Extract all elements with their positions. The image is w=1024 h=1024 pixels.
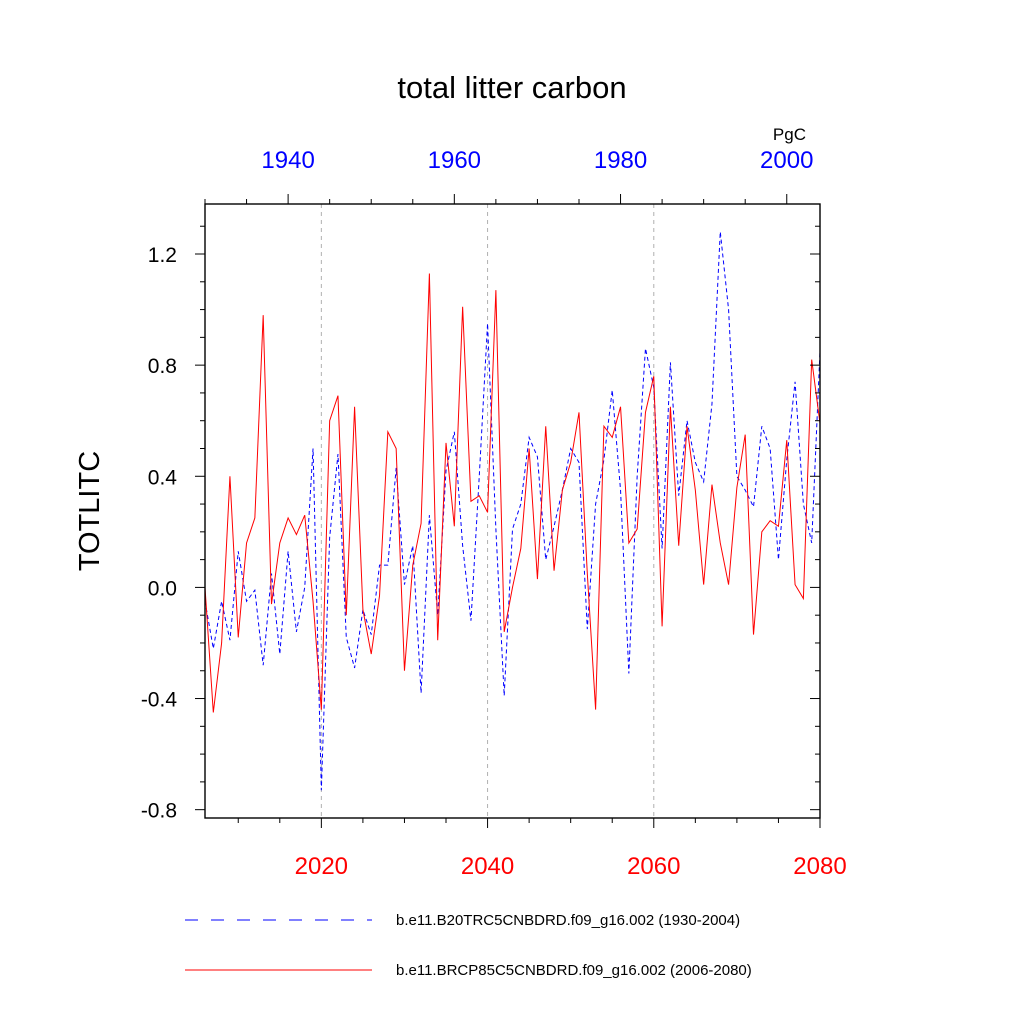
x-tick-label-bottom: 2040 [461,853,514,880]
x-tick-label-top: 1960 [428,147,481,174]
x-tick-label-bottom: 2020 [295,853,348,880]
units-label: PgC [773,125,806,144]
series-layer [204,231,821,791]
x-tick-label-bottom: 2080 [793,853,846,880]
y-tick-label: 0.0 [148,577,177,600]
y-tick-label: 1.2 [148,244,177,267]
y-tick-label: 0.8 [148,355,177,378]
y-axis-label: TOTLITC [74,451,106,571]
x-tick-label-top: 1980 [594,147,647,174]
y-tick-label: -0.4 [141,689,178,712]
y-tick-label: 0.4 [148,466,178,489]
series-line-0 [204,231,821,791]
legend-label-1: b.e11.BRCP85C5CNBDRD.f09_g16.002 (2006-2… [396,962,752,979]
legend: b.e11.B20TRC5CNBDRD.f09_g16.002 (1930-20… [185,912,752,979]
series-line-1 [204,273,821,713]
y-tick-label: -0.8 [141,800,177,823]
legend-label-0: b.e11.B20TRC5CNBDRD.f09_g16.002 (1930-20… [396,912,740,929]
x-tick-label-top: 1940 [261,147,314,174]
plot-frame [204,203,821,819]
x-tick-label-bottom: 2060 [627,853,680,880]
chart-title: total litter carbon [397,70,626,105]
x-tick-label-top: 2000 [760,147,813,174]
axes: -0.8 -0.4 0.0 0.4 0.8 1.2 2020 2040 2060 2080 1940… [141,147,847,880]
